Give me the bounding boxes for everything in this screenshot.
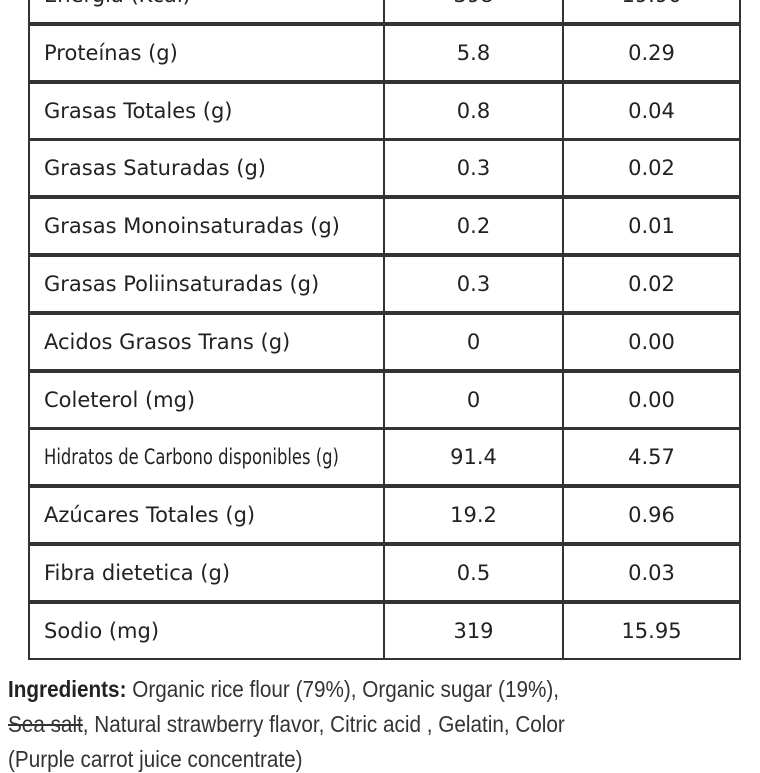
cell-text: 19.90 [621,0,681,7]
nutrient-name: Grasas Monoinsaturadas (g) [28,197,385,256]
nutrient-value: 91.4 [383,428,564,487]
nutrient-name: Energía (Kcal) [28,0,385,24]
cell-text: 5.8 [456,40,491,65]
table-row: Coleterol (mg) 0 0.00 [28,370,741,430]
nutrient-name: Azúcares Totales (g) [28,486,385,545]
ingredients-text: Organic rice flour (79%), Organic sugar … [132,676,560,702]
cell-text: 0.01 [628,214,675,239]
table-row: Grasas Totales (g) 0.8 0.04 [28,81,741,141]
ingredients-text: , Natural strawberry flavor, Citric acid… [82,711,565,737]
cell-text: Grasas Saturadas (g) [44,156,266,181]
cell-text: 398 [453,0,493,7]
cell-text: 0.02 [628,272,675,296]
cell-text: Acidos Grasos Trans (g) [44,329,291,354]
nutrient-value: 0 [383,370,564,429]
cell-text: 0.2 [456,214,491,239]
cell-text: 0.04 [628,98,675,123]
struck-ingredient: Sea salt [8,711,83,737]
nutrient-name: Sodio (mg) [28,601,385,660]
cell-text: 0.3 [456,272,491,296]
nutrient-value: 19.2 [383,486,564,545]
nutrient-value: 0.29 [562,23,741,82]
nutrient-value: 0.3 [383,255,564,313]
cell-text: 0.03 [628,561,675,585]
cell-text: Grasas Poliinsaturadas (g) [44,272,320,296]
nutrient-value: 0.04 [562,81,741,140]
nutrient-value: 0.96 [562,486,741,545]
cell-text: Azúcares Totales (g) [44,503,256,528]
table-row: Acidos Grasos Trans (g) 0 0.00 [28,312,741,372]
table-row: Grasas Monoinsaturadas (g) 0.2 0.01 [28,197,741,256]
cell-text: 0 [466,387,481,412]
ingredients-label: Ingredients: [8,676,127,702]
nutrient-value: 0.3 [383,139,564,198]
table-row: Grasas Poliinsaturadas (g) 0.3 0.02 [28,255,741,314]
nutrient-name: Proteínas (g) [28,23,385,82]
cell-text: Sodio (mg) [44,618,160,643]
nutrient-value: 0.2 [383,197,564,256]
nutrient-value: 0.8 [383,81,564,140]
cell-text: 0.8 [456,98,491,123]
nutrient-value: 0.00 [562,370,741,429]
table-row: Proteínas (g) 5.8 0.29 [28,23,741,83]
cell-text: 0.96 [628,503,675,528]
nutrient-value: 0.00 [562,312,741,371]
nutrient-name: Fibra dietetica (g) [28,544,385,602]
cell-text: 0.00 [628,329,675,354]
cell-text: 0.5 [456,561,491,585]
nutrient-value: 0.01 [562,197,741,256]
nutrient-value: 4.57 [562,428,741,487]
cell-text: 91.4 [450,445,497,470]
nutrient-value: 0.02 [562,255,741,313]
nutrient-name: Grasas Totales (g) [28,81,385,140]
nutrient-value: 0.5 [383,544,564,602]
nutrient-value: 19.90 [562,0,741,24]
cell-text: 0.00 [628,387,675,412]
nutrient-value: 398 [383,0,564,24]
cell-text: 0 [466,329,481,354]
ingredients-line: Ingredients: Organic rice flour (79%), O… [8,676,559,703]
cell-text: Grasas Totales (g) [44,98,233,123]
nutrient-value: 319 [383,601,564,660]
nutrient-value: 15.95 [562,601,741,660]
cell-text: 0.29 [628,40,675,65]
cell-text: 0.3 [456,156,491,181]
cell-text: 19.2 [450,503,497,528]
nutrient-name: Coleterol (mg) [28,370,385,429]
cell-text: 0.02 [628,156,675,181]
nutrient-name: Acidos Grasos Trans (g) [28,312,385,371]
nutrient-value: 5.8 [383,23,564,82]
nutrient-name: Grasas Saturadas (g) [28,139,385,198]
cell-text: 319 [453,618,494,643]
table-row: Azúcares Totales (g) 19.2 0.96 [28,486,741,545]
cell-text: 15.95 [621,618,682,643]
nutrient-name: Hidratos de Carbono disponibles (g) [28,428,385,487]
nutrient-value: 0.03 [562,544,741,602]
cell-text: Coleterol (mg) [44,387,196,412]
cell-text: Hidratos de Carbono disponibles (g) [44,445,339,470]
table-row: Hidratos de Carbono disponibles (g) 91.4 4… [28,428,741,487]
nutrient-name: Grasas Poliinsaturadas (g) [28,255,385,313]
cell-text: Grasas Monoinsaturadas (g) [44,214,340,239]
cell-text: 4.57 [628,445,675,470]
table-row: Fibra dietetica (g) 0.5 0.03 [28,544,741,603]
cell-text: Proteínas (g) [44,40,178,65]
table-row: Sodio (mg) 319 15.95 [28,601,741,661]
nutrient-value: 0.02 [562,139,741,198]
cell-text: Fibra dietetica (g) [44,561,231,585]
table-row: Grasas Saturadas (g) 0.3 0.02 [28,139,741,198]
table-row: Energía (Kcal) 398 19.90 [28,0,741,25]
ingredients-text: (Purple carrot juice concentrate) [8,746,303,772]
nutrient-value: 0 [383,312,564,371]
cell-text: Energía (Kcal) [44,0,191,7]
ingredients-line: Sea salt, Natural strawberry flavor, Cit… [8,711,565,738]
